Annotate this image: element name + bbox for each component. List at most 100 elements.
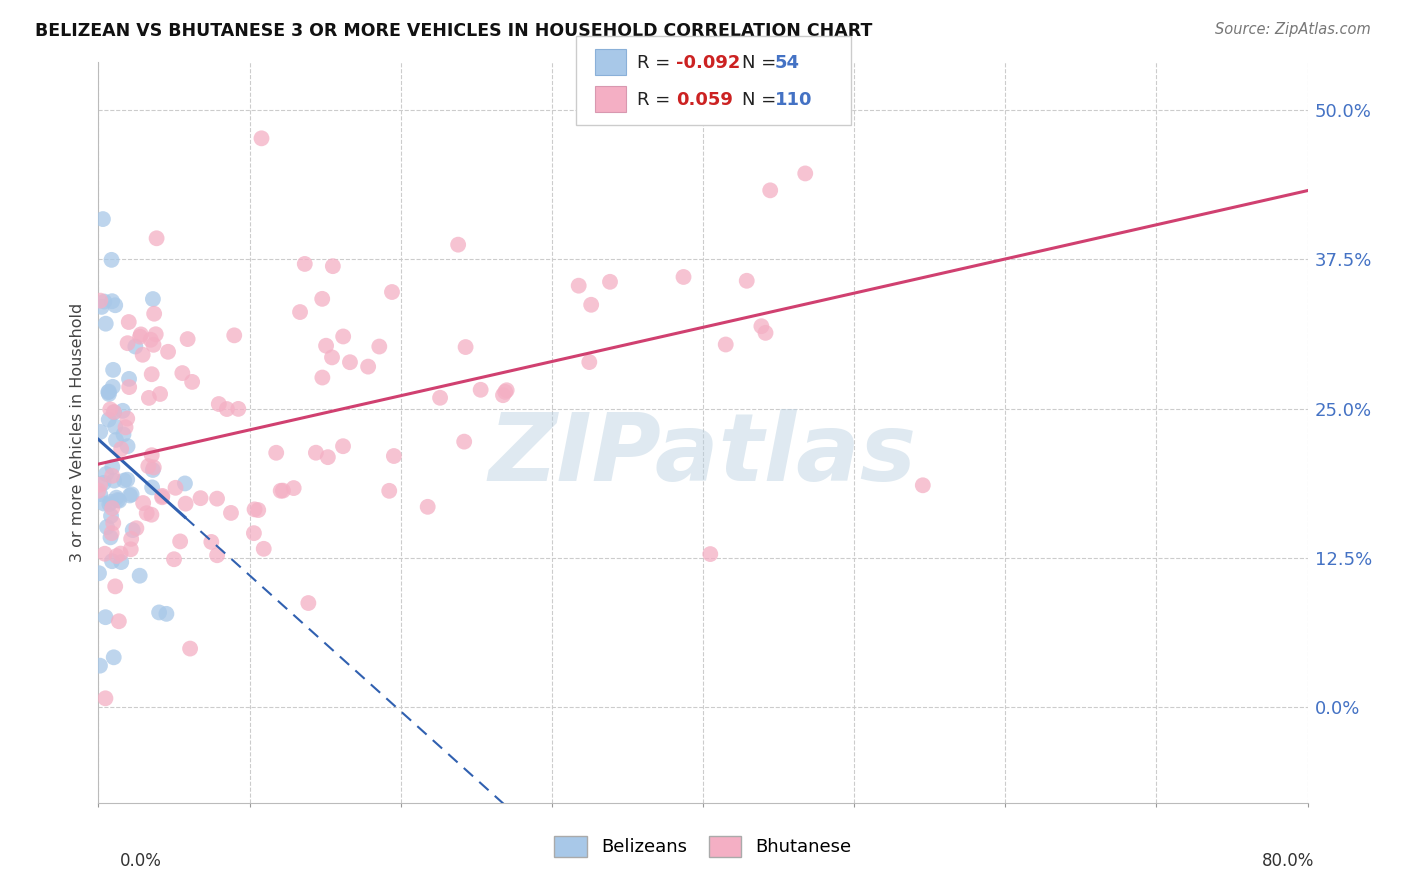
Point — [91, 212, 114, 227]
Point — [305, 446, 328, 460]
Point — [100, 495, 122, 509]
Point — [447, 237, 470, 252]
Point — [142, 338, 165, 352]
Point — [136, 459, 159, 474]
Point — [145, 231, 167, 245]
Point — [297, 596, 319, 610]
Point — [470, 383, 492, 397]
Point — [322, 259, 344, 273]
Point — [190, 491, 212, 505]
Point — [100, 530, 122, 544]
Point — [121, 487, 143, 501]
Point — [145, 327, 167, 342]
Point — [699, 547, 721, 561]
Point — [105, 549, 128, 563]
Text: -0.092: -0.092 — [676, 54, 741, 71]
Text: N =: N = — [742, 54, 782, 71]
Point — [283, 481, 305, 495]
Point — [94, 691, 117, 706]
Point — [174, 476, 197, 491]
Point — [115, 411, 138, 425]
Point — [169, 534, 191, 549]
Point — [794, 166, 817, 180]
Point — [135, 506, 157, 520]
Point — [181, 375, 204, 389]
Point — [311, 370, 333, 384]
Point — [111, 404, 134, 418]
Point — [271, 483, 294, 498]
Point — [87, 483, 110, 498]
Point — [112, 427, 135, 442]
Y-axis label: 3 or more Vehicles in Household: 3 or more Vehicles in Household — [70, 303, 86, 562]
Point — [108, 614, 131, 628]
Text: R =: R = — [637, 54, 676, 71]
Point — [155, 607, 177, 621]
Point — [94, 467, 117, 481]
Point — [104, 298, 127, 312]
Point — [96, 520, 118, 534]
Point — [115, 473, 138, 487]
Point — [94, 610, 117, 624]
Point — [98, 497, 121, 511]
Point — [125, 521, 148, 535]
Point — [89, 477, 111, 491]
Point — [150, 490, 173, 504]
Point — [751, 319, 773, 334]
Point — [416, 500, 439, 514]
Point — [495, 384, 517, 398]
Point — [100, 526, 122, 541]
Point — [264, 446, 287, 460]
Text: ZIPatlas: ZIPatlas — [489, 409, 917, 500]
Point — [176, 332, 198, 346]
Point — [118, 380, 141, 394]
Point — [382, 449, 405, 463]
Point — [107, 493, 129, 508]
Point — [141, 508, 163, 522]
Point — [368, 340, 391, 354]
Point — [288, 305, 311, 319]
Point — [121, 523, 143, 537]
Point — [97, 412, 120, 426]
Point — [100, 508, 122, 523]
Point — [179, 641, 201, 656]
Point — [911, 478, 934, 492]
Point — [141, 480, 163, 494]
Point — [120, 542, 142, 557]
Point — [105, 491, 128, 505]
Point — [243, 526, 266, 541]
Point — [101, 468, 124, 483]
Point — [103, 650, 125, 665]
Point — [117, 439, 139, 453]
Point — [110, 555, 132, 569]
Point — [97, 385, 120, 400]
Point — [103, 516, 125, 530]
Point — [205, 548, 228, 562]
Point — [332, 439, 354, 453]
Point — [110, 547, 132, 561]
Point — [89, 293, 111, 308]
Point — [378, 483, 401, 498]
Point — [321, 351, 343, 365]
Point — [316, 450, 339, 465]
Point — [118, 488, 141, 502]
Point — [224, 328, 246, 343]
Point — [129, 327, 152, 342]
Point — [110, 442, 132, 456]
Point — [219, 506, 242, 520]
Point — [357, 359, 380, 374]
Point — [101, 380, 124, 394]
Point — [735, 274, 758, 288]
Point — [98, 387, 121, 401]
Point — [429, 391, 451, 405]
Point — [454, 340, 477, 354]
Point — [453, 434, 475, 449]
Point — [101, 501, 124, 516]
Point — [104, 579, 127, 593]
Point — [87, 566, 110, 581]
Point — [93, 294, 115, 309]
Point — [141, 368, 163, 382]
Text: BELIZEAN VS BHUTANESE 3 OR MORE VEHICLES IN HOUSEHOLD CORRELATION CHART: BELIZEAN VS BHUTANESE 3 OR MORE VEHICLES… — [35, 22, 873, 40]
Point — [100, 252, 122, 267]
Point — [150, 489, 173, 503]
Point — [124, 339, 146, 353]
